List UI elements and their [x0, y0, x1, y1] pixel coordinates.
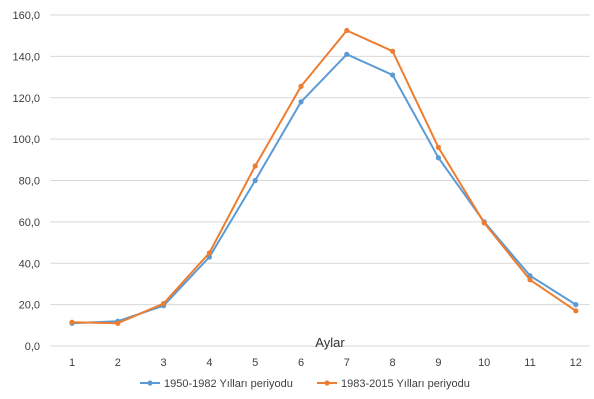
- data-point: [481, 220, 487, 226]
- x-tick-label: 11: [524, 357, 535, 369]
- x-tick-label: 12: [570, 357, 582, 369]
- data-point: [206, 250, 212, 256]
- y-tick-label: 120,0: [12, 93, 40, 105]
- x-tick-label: 8: [390, 357, 396, 369]
- x-tick-label: 2: [115, 357, 121, 369]
- data-point: [69, 319, 75, 325]
- series-2: [69, 27, 579, 326]
- y-tick-label: 160,0: [12, 10, 40, 22]
- data-point: [161, 300, 167, 307]
- data-point: [390, 72, 396, 78]
- legend-marker: [324, 380, 330, 386]
- legend-label: 1950-1982 Yılları periyodu: [164, 378, 293, 390]
- series-1: [69, 51, 579, 326]
- data-point: [252, 163, 258, 169]
- data-point: [390, 48, 396, 54]
- legend-marker: [147, 380, 153, 386]
- legend-label: 1983-2015 Yılları periyodu: [341, 378, 470, 390]
- legend-item-2: 1983-2015 Yılları periyodu: [317, 378, 470, 390]
- data-point: [573, 308, 579, 314]
- data-point: [573, 302, 579, 308]
- data-point: [435, 155, 441, 161]
- y-tick-label: 60,0: [19, 217, 40, 229]
- x-axis-tick-labels: 1 2 3 4 5 6 7 8 9 10 11 12: [69, 357, 582, 369]
- x-tick-label: 3: [161, 357, 167, 369]
- data-point: [344, 51, 350, 57]
- y-tick-label: 140,0: [12, 51, 40, 63]
- series-line: [71, 53, 577, 325]
- y-tick-label: 100,0: [12, 134, 40, 146]
- data-point: [344, 27, 350, 34]
- legend-item-1: 1950-1982 Yılları periyodu: [140, 378, 293, 390]
- data-point: [298, 83, 304, 89]
- y-tick-label: 80,0: [19, 176, 40, 188]
- series-line: [71, 29, 577, 325]
- x-axis-title: Aylar: [315, 335, 345, 350]
- x-tick-label: 6: [298, 357, 304, 369]
- y-tick-label: 40,0: [19, 258, 40, 270]
- legend: 1950-1982 Yılları periyodu 1983-2015 Yıll…: [140, 378, 470, 390]
- x-tick-label: 10: [478, 357, 490, 369]
- x-tick-label: 1: [69, 357, 75, 369]
- data-point: [115, 320, 121, 326]
- data-point: [252, 177, 258, 184]
- y-axis-tick-labels: 0,0 20,0 40,0 60,0 80,0 100,0 120,0 140,0 160,0: [12, 10, 40, 353]
- data-point: [298, 99, 304, 105]
- y-tick-label: 20,0: [19, 300, 40, 312]
- data-point: [435, 144, 441, 150]
- x-tick-label: 9: [435, 357, 441, 369]
- x-tick-label: 4: [206, 357, 212, 369]
- y-tick-label: 0,0: [25, 341, 40, 353]
- data-point: [527, 277, 533, 283]
- series-lines: [69, 27, 579, 326]
- x-tick-label: 5: [252, 357, 258, 369]
- x-tick-label: 7: [344, 357, 350, 369]
- gridlines: [50, 14, 590, 347]
